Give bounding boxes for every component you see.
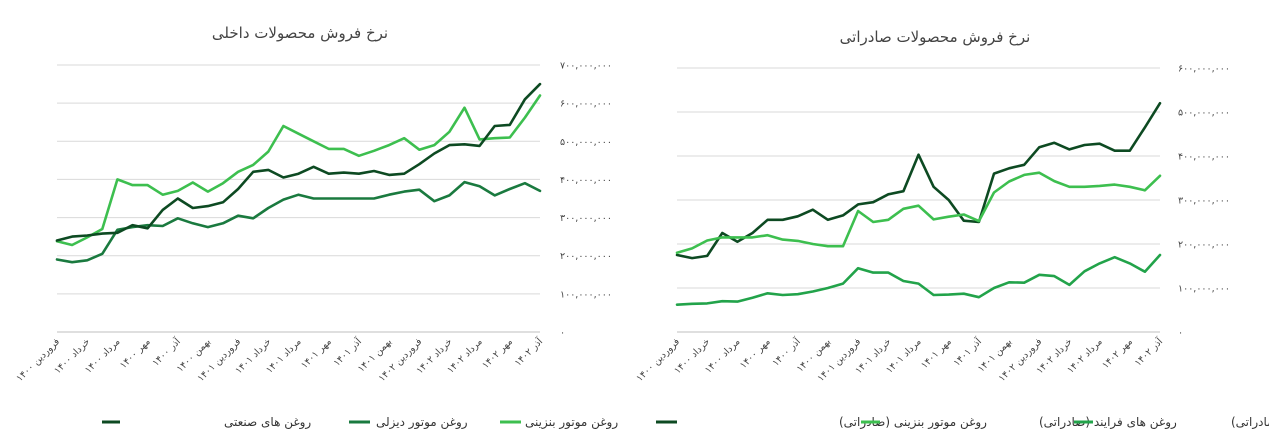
y-tick-label: ۴۰۰,۰۰۰,۰۰۰ bbox=[560, 175, 612, 186]
x-tick-label: مهر ۱۴۰۱ bbox=[299, 336, 334, 371]
series-line-2 bbox=[675, 253, 1162, 307]
y-tick-label: ۲۰۰,۰۰۰,۰۰۰ bbox=[560, 251, 612, 262]
x-tick-label: مهر ۱۴۰۰ bbox=[738, 336, 773, 371]
legend-label: روغن های صنعتی bbox=[224, 415, 311, 430]
x-tick-label: مهر ۱۴۰۰ bbox=[118, 336, 153, 371]
x-tick-label: آذر ۱۴۰۲ bbox=[511, 335, 545, 369]
y-tick-label: ۶۰۰,۰۰۰,۰۰۰ bbox=[560, 99, 612, 110]
y-tick-label: ۳۰۰,۰۰۰,۰۰۰ bbox=[1178, 196, 1230, 207]
x-tick-label: آذر ۱۴۰۲ bbox=[1131, 335, 1165, 369]
y-tick-label: ۳۰۰,۰۰۰,۰۰۰ bbox=[560, 213, 612, 224]
legend-label: روغن موتور بنزینی (صادراتی) bbox=[839, 415, 987, 430]
legend-label: روغن موتور دیزلی bbox=[376, 415, 468, 430]
x-tick-label: فروردین ۱۴۰۰ bbox=[634, 336, 682, 384]
domestic-sales-chart: نرخ فروش محصولات داخلی ۷۰۰,۰۰۰,۰۰۰ ۶۰۰,۰۰۰… bbox=[14, 24, 618, 430]
y-tick-label: ۰ bbox=[560, 328, 565, 339]
y-tick-label: ۱۰۰,۰۰۰,۰۰۰ bbox=[1178, 284, 1230, 295]
series-line-0 bbox=[675, 101, 1162, 260]
x-tick-label: فروردین ۱۴۰۰ bbox=[14, 336, 62, 384]
y-tick-label: ۰ bbox=[1178, 328, 1183, 339]
y-tick-label: ۶۰۰,۰۰۰,۰۰۰ bbox=[1178, 64, 1230, 75]
legend-label: روغن پایه (صادراتی) bbox=[1231, 415, 1269, 430]
y-tick-label: ۷۰۰,۰۰۰,۰۰۰ bbox=[560, 61, 612, 72]
series-line-1 bbox=[675, 171, 1162, 255]
legend-label: روغن های فرایند (صادراتی) bbox=[1039, 415, 1177, 430]
legend-label: روغن موتور بنزینی bbox=[525, 415, 618, 430]
y-tick-label: ۵۰۰,۰۰۰,۰۰۰ bbox=[560, 137, 612, 148]
chart-title: نرخ فروش محصولات صادراتی bbox=[840, 28, 1031, 46]
y-tick-label: ۱۰۰,۰۰۰,۰۰۰ bbox=[560, 289, 612, 300]
series-line-2 bbox=[55, 82, 542, 242]
chart-title: نرخ فروش محصولات داخلی bbox=[212, 24, 388, 42]
x-tick-label: مهر ۱۴۰۱ bbox=[919, 336, 954, 371]
y-tick-label: ۴۰۰,۰۰۰,۰۰۰ bbox=[1178, 152, 1230, 163]
y-tick-label: ۵۰۰,۰۰۰,۰۰۰ bbox=[1178, 108, 1230, 119]
x-tick-label: مهر ۱۴۰۲ bbox=[1100, 336, 1135, 371]
series-line-1 bbox=[55, 180, 542, 264]
series-line-0 bbox=[55, 94, 542, 247]
y-tick-label: ۲۰۰,۰۰۰,۰۰۰ bbox=[1178, 240, 1230, 251]
export-sales-chart: نرخ فروش محصولات صادراتی ۶۰۰,۰۰۰,۰۰۰ ۵۰۰,۰… bbox=[634, 28, 1269, 430]
x-tick-label: مهر ۱۴۰۲ bbox=[480, 336, 515, 371]
